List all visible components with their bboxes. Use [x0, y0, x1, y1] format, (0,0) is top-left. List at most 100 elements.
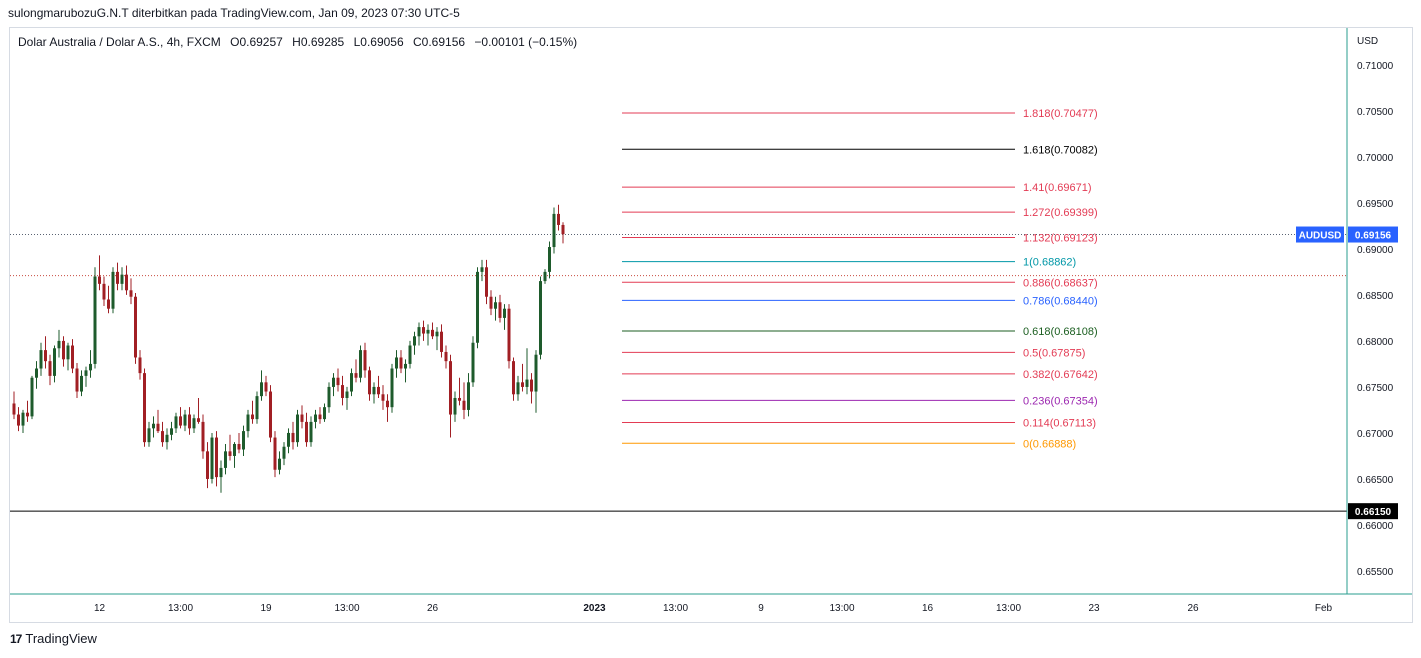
change-value: −0.00101 (−0.15%)	[474, 35, 577, 49]
candle-body	[525, 379, 529, 387]
candle-body	[521, 382, 524, 387]
candle-body	[489, 296, 493, 309]
candle-body	[336, 377, 340, 386]
price-tick-label: 0.67500	[1357, 383, 1394, 394]
fib-level-label: 1.818(0.70477)	[1023, 108, 1098, 120]
candle-body	[35, 368, 38, 378]
candle-body	[116, 271, 119, 284]
candle-body	[21, 412, 25, 426]
price-tick-label: 0.68500	[1357, 291, 1394, 302]
fibonacci-extension[interactable]: 1.818(0.70477) 1.618(0.70082) 1.41(0.69671…	[622, 108, 1098, 450]
candle-body	[372, 386, 376, 395]
candle-body	[408, 345, 412, 364]
fib-level-label: 0.382(0.67642)	[1023, 369, 1098, 381]
price-tick-label: 0.68000	[1357, 337, 1394, 348]
candle-body	[417, 327, 421, 337]
candle-body	[453, 397, 457, 415]
candle-body	[165, 434, 169, 443]
open-value: 0.69257	[239, 35, 283, 49]
candle-body	[120, 274, 124, 284]
candle-body	[75, 368, 79, 392]
current-price-value: 0.69156	[1355, 231, 1392, 242]
symbol-badge	[1296, 226, 1344, 243]
candle-body	[215, 437, 218, 478]
candle-body	[102, 283, 106, 300]
time-tick-label: 9	[758, 603, 764, 614]
candle-body	[305, 421, 308, 443]
time-tick-label: 16	[922, 603, 934, 614]
candle-body	[143, 373, 146, 443]
candle-body	[503, 308, 506, 318]
fib-level-label: 0(0.66888)	[1023, 438, 1076, 450]
time-tick-label: 26	[1187, 603, 1199, 614]
candle-body	[251, 414, 254, 420]
candle-body	[48, 361, 52, 376]
time-tick-label: 23	[1088, 603, 1100, 614]
candle-body	[363, 350, 367, 371]
candle-body	[197, 418, 200, 422]
candle-body	[368, 370, 371, 395]
candle-body	[93, 276, 97, 364]
candle-body	[179, 416, 182, 426]
publisher-line: sulongmarubozuG.N.T diterbitkan pada Tra…	[8, 6, 460, 20]
close-value: 0.69156	[422, 35, 466, 49]
time-tick-label: 2023	[583, 603, 606, 614]
chart-frame[interactable]	[9, 27, 1413, 623]
candle-body	[440, 331, 443, 352]
candle-body	[291, 432, 295, 443]
candle-body	[228, 451, 232, 456]
candle-body	[111, 271, 115, 309]
candle-body	[498, 302, 502, 318]
candle-body	[296, 414, 299, 443]
fib-level-label: 0.114(0.67113)	[1023, 418, 1096, 430]
candle-body	[309, 421, 313, 443]
candle-body	[327, 386, 331, 408]
candle-body	[377, 386, 380, 395]
candle-body	[494, 302, 497, 309]
candle-body	[129, 290, 133, 297]
candle-body	[273, 437, 277, 470]
candle-body	[534, 354, 538, 392]
price-badges: AUDUSD 0.69156 0.66150	[1296, 226, 1398, 520]
candle-body	[332, 377, 335, 387]
candle-body	[444, 351, 448, 362]
candle-body	[80, 375, 83, 392]
price-tick-label: 0.67000	[1357, 429, 1394, 440]
candle-body	[269, 391, 272, 438]
price-axis[interactable]: USD 0.71000 0.70500 0.70000 0.69500 0.69000 0…	[10, 28, 1412, 595]
fib-level-label: 0.5(0.67875)	[1023, 347, 1085, 359]
candle-body	[390, 368, 394, 408]
candle-body	[395, 357, 398, 369]
time-tick-label: 12	[94, 603, 106, 614]
time-axis[interactable]: 12 13:00 19 13:00 26 2023 13:00 9 13:00 16 13:00 23…	[94, 603, 1333, 614]
open-label: O	[230, 35, 239, 49]
candle-body	[422, 327, 425, 334]
candle-body	[84, 370, 88, 376]
candle-body	[255, 396, 259, 420]
fib-level-label: 0.886(0.68637)	[1023, 277, 1098, 289]
candle-body	[201, 421, 205, 452]
candle-body	[287, 432, 290, 447]
fib-level-label: 0.618(0.68108)	[1023, 326, 1098, 338]
candle-body	[300, 414, 304, 422]
time-tick-label: 13:00	[829, 603, 854, 614]
price-tick-label: 0.71000	[1357, 61, 1394, 72]
time-tick-label: 19	[260, 603, 272, 614]
high-value: 0.69285	[301, 35, 345, 49]
low-value: 0.69056	[360, 35, 404, 49]
time-tick-label: 13:00	[168, 603, 193, 614]
price-levels	[10, 234, 1347, 512]
symbol-badge-label: AUDUSD	[1299, 231, 1342, 242]
candle-body	[345, 391, 349, 398]
candle-body	[507, 308, 511, 362]
candle-body	[458, 397, 461, 401]
candle-body	[282, 446, 286, 459]
candle-body	[548, 247, 551, 272]
candle-body	[561, 224, 565, 235]
candle-body	[206, 451, 209, 479]
candle-body	[183, 414, 187, 426]
candle-body	[98, 276, 101, 284]
fib-level-label: 1(0.68862)	[1023, 257, 1076, 269]
tradingview-brand[interactable]: 17 TradingView	[10, 631, 97, 646]
